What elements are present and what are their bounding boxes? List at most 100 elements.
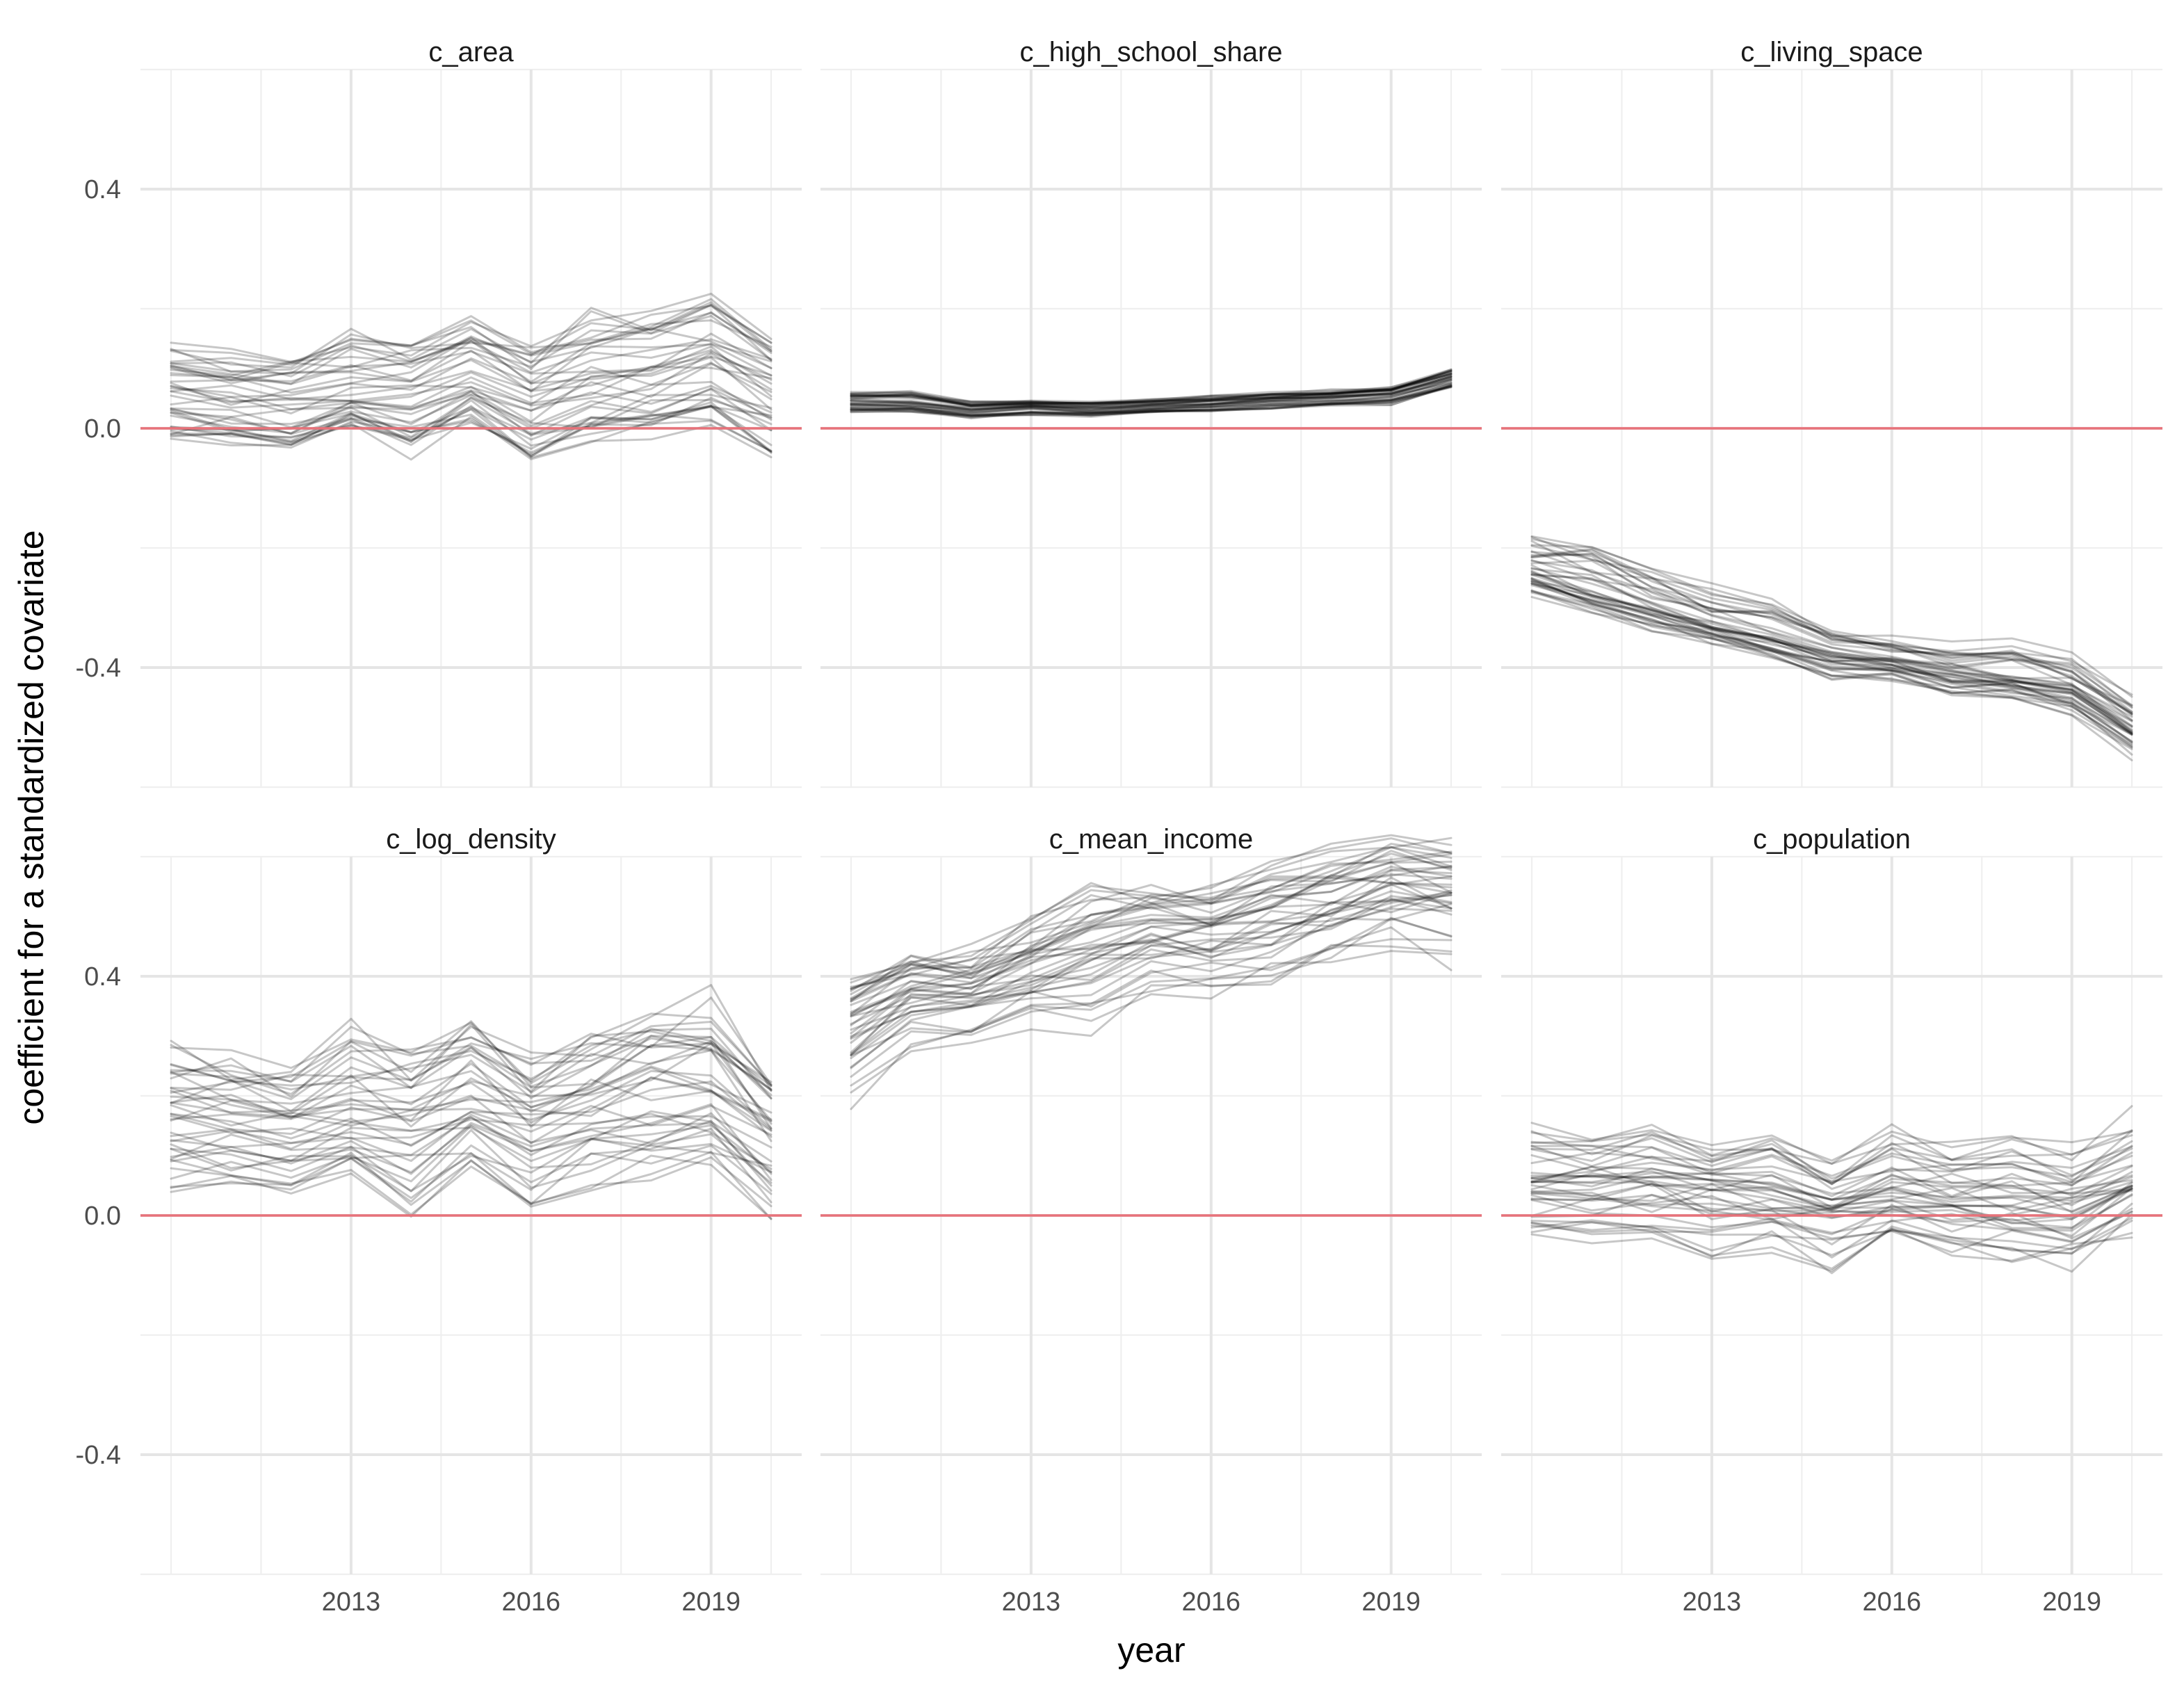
- series-line: [850, 385, 1453, 415]
- series-line: [170, 303, 773, 371]
- series-line: [850, 382, 1453, 412]
- series-line: [850, 375, 1453, 412]
- series-line: [850, 843, 1453, 984]
- series-line: [170, 343, 773, 393]
- x-tick-label: 2013: [1002, 1587, 1061, 1617]
- y-axis-title: coefficient for a standardized covariate: [12, 530, 51, 1124]
- series-line: [1530, 1172, 2133, 1195]
- series-line: [1530, 1164, 2133, 1201]
- series-line: [170, 1069, 773, 1129]
- series-line: [1530, 589, 2133, 745]
- panel-c_log_density: c_log_density -0.4 0.0 0.4 2013 2016 2019: [76, 824, 802, 1617]
- series-line: [170, 312, 773, 385]
- x-tick-label: 2016: [1863, 1587, 1922, 1617]
- panel-c_living_space: c_living_space: [1501, 37, 2162, 789]
- series-line: [1530, 535, 2133, 713]
- series-line: [850, 895, 1453, 1060]
- series-line: [170, 328, 773, 385]
- series-line: [1530, 578, 2133, 743]
- series-line: [850, 874, 1453, 1006]
- series-line: [1530, 1193, 2133, 1246]
- series-line: [850, 875, 1453, 1003]
- series-line: [170, 1080, 773, 1147]
- series-line: [850, 376, 1453, 409]
- series-line: [850, 377, 1453, 411]
- series-line: [1530, 583, 2133, 736]
- series-line: [850, 846, 1453, 1001]
- series-line: [170, 1065, 773, 1114]
- series-line: [1530, 582, 2133, 736]
- series-line: [850, 374, 1453, 407]
- series-line: [170, 1012, 773, 1088]
- series-line: [850, 384, 1453, 417]
- series-line: [1530, 1220, 2133, 1254]
- series-line: [170, 405, 773, 461]
- y-tick-label: 0.0: [84, 1202, 121, 1231]
- series-line: [170, 404, 773, 446]
- series-line: [170, 1129, 773, 1193]
- series-line: [1530, 572, 2133, 728]
- panel-title: c_log_density: [386, 824, 556, 855]
- series-line: [850, 369, 1453, 404]
- series-line: [850, 378, 1453, 412]
- series-line: [1530, 1183, 2133, 1221]
- panel-title: c_high_school_share: [1019, 37, 1282, 67]
- series-line: [1530, 1180, 2133, 1220]
- panel-c_mean_income: c_mean_income 2013 2016 2019: [820, 824, 1482, 1617]
- series-line: [170, 387, 773, 437]
- y-tick-label: -0.4: [76, 654, 121, 683]
- series-line: [1530, 1227, 2133, 1272]
- series-line: [850, 876, 1453, 1039]
- series-line: [1530, 1123, 2133, 1165]
- series-line: [170, 1110, 773, 1163]
- series-line: [1530, 1202, 2133, 1256]
- series-line: [850, 894, 1453, 1040]
- series-line: [1530, 1151, 2133, 1186]
- series-line: [850, 378, 1453, 412]
- x-tick-label: 2016: [502, 1587, 561, 1617]
- series-line: [1530, 580, 2133, 734]
- series-line: [170, 301, 773, 377]
- series-line: [1530, 550, 2133, 715]
- panel-title: c_living_space: [1740, 37, 1923, 67]
- series-line: [1530, 540, 2133, 715]
- series-line: [170, 293, 773, 363]
- series-line: [850, 898, 1453, 1053]
- series-line: [850, 373, 1453, 406]
- series-line: [170, 1033, 773, 1098]
- series-line: [170, 408, 773, 459]
- series-line: [1530, 551, 2133, 722]
- series-line: [1530, 574, 2133, 733]
- series-line: [1530, 559, 2133, 716]
- y-tick-label: 0.0: [84, 414, 121, 444]
- series-line: [850, 371, 1453, 407]
- series-line: [1530, 576, 2133, 731]
- series-line: [1530, 1187, 2133, 1237]
- series-line: [850, 373, 1453, 407]
- series-line: [850, 834, 1453, 980]
- series-line: [850, 894, 1453, 1035]
- series-line: [170, 984, 773, 1092]
- x-axis-title: year: [1117, 1631, 1185, 1670]
- series-line: [850, 837, 1453, 996]
- series-line: [170, 380, 773, 430]
- series-line: [1530, 584, 2133, 743]
- series-line: [850, 917, 1453, 1087]
- series-line: [850, 379, 1453, 414]
- series-line: [850, 373, 1453, 407]
- series-line: [170, 352, 773, 407]
- series-line: [1530, 1129, 2133, 1183]
- series-line: [1530, 1105, 2133, 1165]
- series-line: [1530, 1134, 2133, 1185]
- series-line: [850, 385, 1453, 417]
- panel-title: c_mean_income: [1049, 824, 1254, 855]
- series-line: [170, 1020, 773, 1094]
- y-tick-label: 0.4: [84, 962, 121, 992]
- series-line: [850, 385, 1453, 419]
- series-line: [850, 876, 1453, 1025]
- series-line: [1530, 1175, 2133, 1204]
- series-line: [170, 1044, 773, 1122]
- series-line: [850, 373, 1453, 408]
- series-line: [170, 1151, 773, 1220]
- series-line: [850, 375, 1453, 411]
